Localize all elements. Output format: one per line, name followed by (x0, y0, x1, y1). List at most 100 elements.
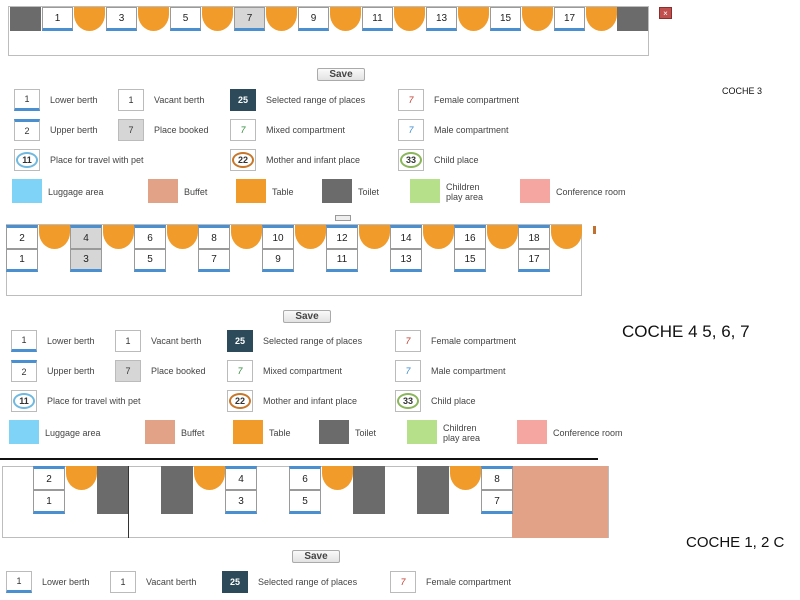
seat-6[interactable]: 6 (134, 225, 166, 249)
legend-vacant-sample: 1 (115, 330, 141, 352)
legend-vacant-label: Vacant berth (146, 577, 197, 587)
legend-lower-berth-sample: 1 (11, 330, 37, 352)
legend-male-label: Male compartment (431, 366, 506, 376)
legend-mother-label: Mother and infant place (266, 155, 361, 165)
legend-booked-label: Place booked (154, 125, 209, 135)
legend-booked-sample: 7 (118, 119, 144, 141)
legend-mixed-sample: 7 (230, 119, 256, 141)
seat-3[interactable]: 3 (225, 490, 257, 514)
legend-female-sample: 7 (390, 571, 416, 593)
seat-11[interactable]: 11 (362, 7, 393, 31)
legend-toilet-label: Toilet (358, 187, 380, 197)
legend-selected-sample: 25 (222, 571, 248, 593)
legend-vacant-label: Vacant berth (151, 336, 202, 346)
seat-7[interactable]: 7 (481, 490, 513, 514)
save-button[interactable]: Save (317, 68, 365, 81)
seat-17[interactable]: 17 (554, 7, 585, 31)
legend-upper-berth-label: Upper berth (47, 366, 95, 376)
seat-13[interactable]: 13 (426, 7, 457, 31)
legend-male-sample: 7 (398, 119, 424, 141)
seat-14[interactable]: 14 (390, 225, 422, 249)
legend-child-label: Child place (431, 396, 476, 406)
child-icon: 33 (400, 152, 422, 168)
seat-11[interactable]: 11 (326, 249, 358, 272)
legend-female-sample: 7 (398, 89, 424, 111)
seat-4[interactable]: 4 (70, 225, 102, 249)
legend-luggage-label: Luggage area (48, 187, 104, 197)
legend-mixed-sample: 7 (227, 360, 253, 382)
pet-icon: 11 (13, 393, 35, 409)
coach-4-layout (6, 224, 582, 296)
legend-conference-label: Conference room (556, 187, 626, 197)
legend-toilet-label: Toilet (355, 428, 377, 438)
legend-children-label: Children (443, 423, 477, 433)
seat-12[interactable]: 12 (326, 225, 358, 249)
seat-15[interactable]: 15 (454, 249, 486, 272)
legend-buffet-swatch (148, 179, 178, 203)
seat-15[interactable]: 15 (490, 7, 521, 31)
seat-1[interactable]: 1 (6, 249, 38, 272)
legend-children-label-2: play area (443, 433, 481, 443)
seat-1[interactable]: 1 (42, 7, 73, 31)
seat-3[interactable]: 3 (70, 249, 102, 272)
seat-5[interactable]: 5 (134, 249, 166, 272)
seat-18[interactable]: 18 (518, 225, 550, 249)
legend-lower-berth-sample: 1 (6, 571, 32, 593)
legend-children-label: Children (446, 182, 480, 192)
legend-mother-sample: 22 (230, 149, 256, 171)
legend-female-label: Female compartment (434, 95, 520, 105)
seat-4[interactable]: 4 (225, 466, 257, 490)
seat-7[interactable]: 7 (198, 249, 230, 272)
seat-5[interactable]: 5 (289, 490, 321, 514)
legend-female-label: Female compartment (426, 577, 512, 587)
save-button[interactable]: Save (292, 550, 340, 563)
mother-icon: 22 (232, 152, 254, 168)
legend-lower-berth-label: Lower berth (50, 95, 98, 105)
seat-9[interactable]: 9 (298, 7, 329, 31)
legend-selected-sample: 25 (230, 89, 256, 111)
legend-selected-label: Selected range of places (266, 95, 366, 105)
coach-label: COCHE 4 5, 6, 7 (622, 322, 750, 341)
section-divider (0, 458, 598, 460)
seat-10[interactable]: 10 (262, 225, 294, 249)
legend-booked-label: Place booked (151, 366, 206, 376)
mother-icon: 22 (229, 393, 251, 409)
seat-7[interactable]: 7 (234, 7, 265, 31)
seat-17[interactable]: 17 (518, 249, 550, 272)
legend-selected-sample: 25 (227, 330, 253, 352)
seat-5[interactable]: 5 (170, 7, 201, 31)
toilet-right (617, 7, 648, 31)
legend-conference-swatch (520, 179, 550, 203)
seat-16[interactable]: 16 (454, 225, 486, 249)
partition-line (128, 466, 129, 538)
seat-2[interactable]: 2 (6, 225, 38, 249)
seat-2[interactable]: 2 (33, 466, 65, 490)
buffet-area (512, 466, 608, 538)
seat-8[interactable]: 8 (198, 225, 230, 249)
legend-buffet-label: Buffet (181, 428, 205, 438)
legend-buffet-label: Buffet (184, 187, 208, 197)
seat-8[interactable]: 8 (481, 466, 513, 490)
legend-table-label: Table (269, 428, 291, 438)
legend-female-sample: 7 (395, 330, 421, 352)
legend-pet-sample: 11 (14, 149, 40, 171)
seat-1[interactable]: 1 (33, 490, 65, 514)
legend-mother-sample: 22 (227, 390, 253, 412)
seat-9[interactable]: 9 (262, 249, 294, 272)
legend-conference-label: Conference room (553, 428, 623, 438)
legend-lower-berth-sample: 1 (14, 89, 40, 111)
legend-mother-label: Mother and infant place (263, 396, 358, 406)
legend-child-sample: 33 (395, 390, 421, 412)
save-button[interactable]: Save (283, 310, 331, 323)
seat-13[interactable]: 13 (390, 249, 422, 272)
legend-booked-sample: 7 (115, 360, 141, 382)
legend-toilet-swatch (322, 179, 352, 203)
legend-children-swatch (407, 420, 437, 444)
legend-luggage-label: Luggage area (45, 428, 101, 438)
legend-table-label: Table (272, 187, 294, 197)
seat-3[interactable]: 3 (106, 7, 137, 31)
legend-luggage-swatch (9, 420, 39, 444)
close-icon[interactable]: × (659, 7, 672, 19)
seat-6[interactable]: 6 (289, 466, 321, 490)
legend-upper-berth-sample: 2 (14, 119, 40, 141)
